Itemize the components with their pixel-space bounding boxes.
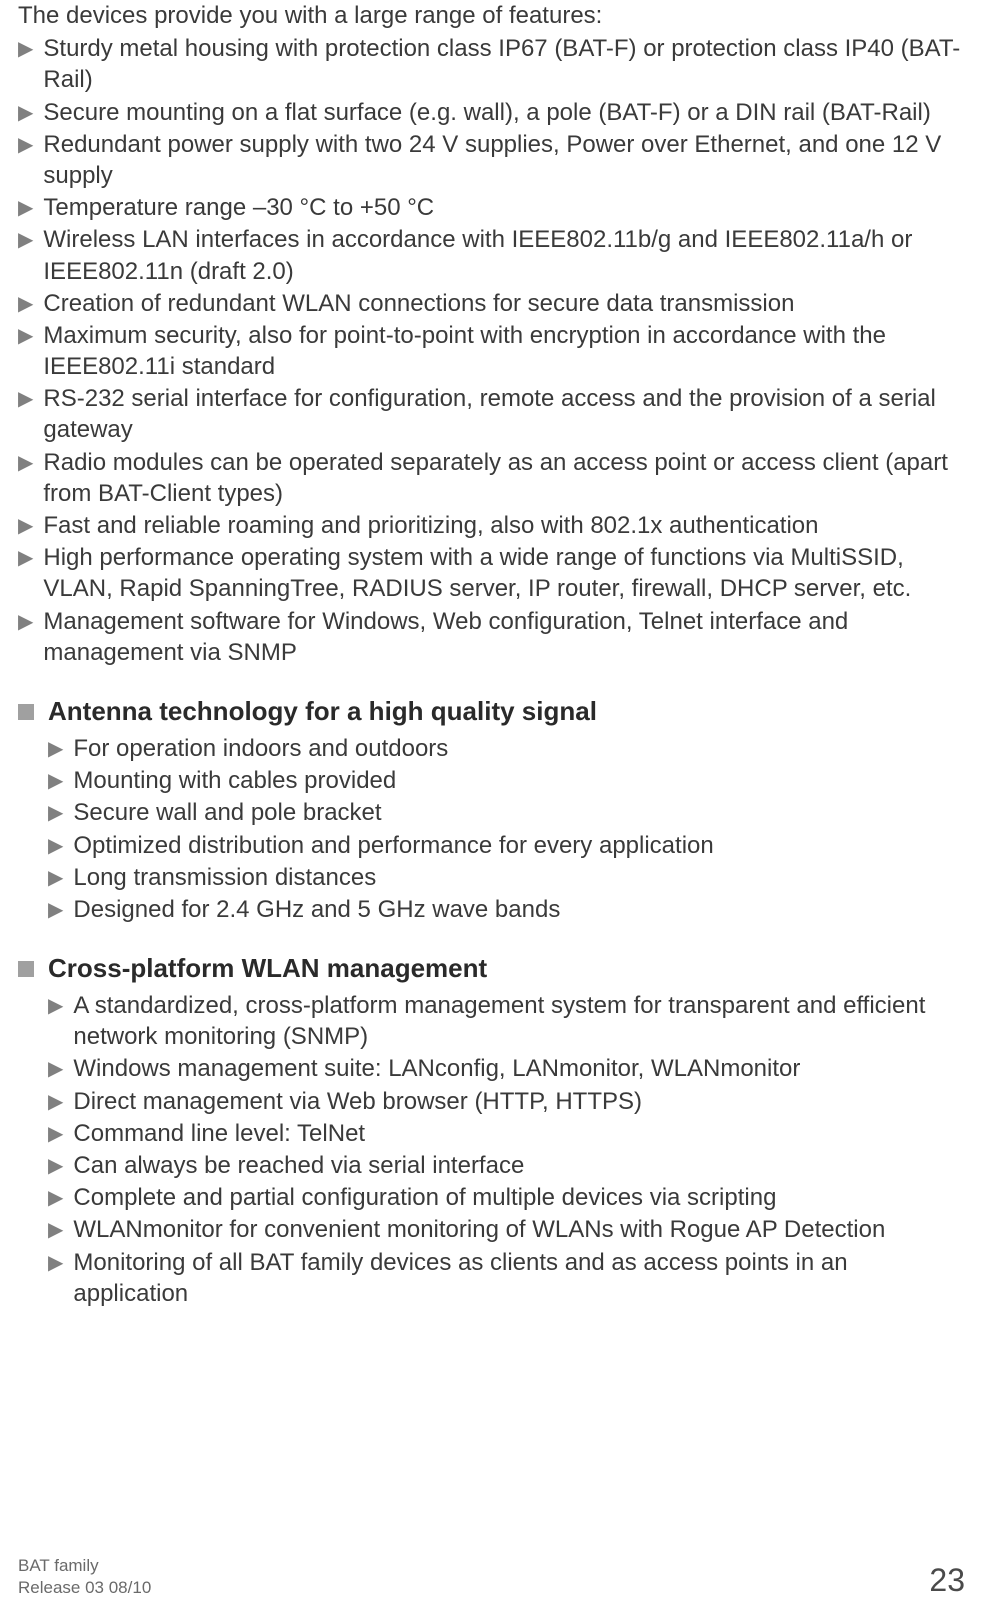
triangle-bullet-icon: ▶: [48, 1121, 63, 1147]
triangle-bullet-icon: ▶: [48, 1250, 63, 1276]
feature-item: ▶ Temperature range –30 °C to +50 °C: [18, 192, 965, 223]
triangle-bullet-icon: ▶: [48, 1185, 63, 1211]
page-number: 23: [929, 1562, 965, 1599]
feature-item: ▶ Management software for Windows, Web co…: [18, 606, 965, 668]
sub-item-text: Windows management suite: LANconfig, LAN…: [73, 1053, 965, 1084]
triangle-bullet-icon: ▶: [48, 800, 63, 826]
feature-text: RS-232 serial interface for configuratio…: [43, 383, 965, 445]
square-bullet-icon: [18, 704, 34, 720]
section: Cross-platform WLAN management ▶ A standar…: [18, 953, 965, 1309]
feature-item: ▶ Sturdy metal housing with protection cl…: [18, 33, 965, 95]
sub-item: ▶ WLANmonitor for convenient monitoring o…: [48, 1214, 965, 1245]
triangle-bullet-icon: ▶: [18, 609, 33, 635]
triangle-bullet-icon: ▶: [48, 897, 63, 923]
sub-item: ▶ Complete and partial configuration of m…: [48, 1182, 965, 1213]
sub-item-text: Optimized distribution and performance f…: [73, 830, 965, 861]
feature-text: Sturdy metal housing with protection cla…: [43, 33, 965, 95]
section-heading: Antenna technology for a high quality si…: [18, 696, 965, 727]
sub-item: ▶ Direct management via Web browser (HTTP…: [48, 1086, 965, 1117]
sub-item: ▶ For operation indoors and outdoors: [48, 733, 965, 764]
sub-item-text: Long transmission distances: [73, 862, 965, 893]
sub-item-text: A standardized, cross-platform managemen…: [73, 990, 965, 1052]
triangle-bullet-icon: ▶: [18, 36, 33, 62]
sub-item-text: Secure wall and pole bracket: [73, 797, 965, 828]
feature-text: Temperature range –30 °C to +50 °C: [43, 192, 965, 223]
sub-item-text: Designed for 2.4 GHz and 5 GHz wave band…: [73, 894, 965, 925]
triangle-bullet-icon: ▶: [48, 1089, 63, 1115]
feature-text: Redundant power supply with two 24 V sup…: [43, 129, 965, 191]
feature-item: ▶ Creation of redundant WLAN connections …: [18, 288, 965, 319]
feature-item: ▶ High performance operating system with …: [18, 542, 965, 604]
sub-item-text: Monitoring of all BAT family devices as …: [73, 1247, 965, 1309]
triangle-bullet-icon: ▶: [48, 833, 63, 859]
sub-item: ▶ Mounting with cables provided: [48, 765, 965, 796]
feature-text: Management software for Windows, Web con…: [43, 606, 965, 668]
footer-release: Release 03 08/10: [18, 1577, 151, 1599]
sub-item-text: Mounting with cables provided: [73, 765, 965, 796]
triangle-bullet-icon: ▶: [48, 1153, 63, 1179]
triangle-bullet-icon: ▶: [48, 1217, 63, 1243]
feature-text: High performance operating system with a…: [43, 542, 965, 604]
sub-list: ▶ For operation indoors and outdoors ▶ Moun…: [18, 733, 965, 925]
sub-item-text: Direct management via Web browser (HTTP,…: [73, 1086, 965, 1117]
triangle-bullet-icon: ▶: [18, 513, 33, 539]
sub-list: ▶ A standardized, cross-platform manageme…: [18, 990, 965, 1309]
feature-item: ▶ RS-232 serial interface for configurati…: [18, 383, 965, 445]
sub-item: ▶ Can always be reached via serial interf…: [48, 1150, 965, 1181]
triangle-bullet-icon: ▶: [18, 100, 33, 126]
triangle-bullet-icon: ▶: [18, 386, 33, 412]
sub-item: ▶ Monitoring of all BAT family devices as…: [48, 1247, 965, 1309]
page-footer: BAT family Release 03 08/10 23: [18, 1555, 965, 1599]
footer-left: BAT family Release 03 08/10: [18, 1555, 151, 1599]
sub-item-text: Command line level: TelNet: [73, 1118, 965, 1149]
feature-text: Creation of redundant WLAN connections f…: [43, 288, 965, 319]
sub-item: ▶ Designed for 2.4 GHz and 5 GHz wave ban…: [48, 894, 965, 925]
triangle-bullet-icon: ▶: [18, 291, 33, 317]
feature-text: Radio modules can be operated separately…: [43, 447, 965, 509]
triangle-bullet-icon: ▶: [48, 1056, 63, 1082]
sub-item: ▶ Long transmission distances: [48, 862, 965, 893]
feature-text: Secure mounting on a flat surface (e.g. …: [43, 97, 965, 128]
triangle-bullet-icon: ▶: [18, 323, 33, 349]
feature-list: ▶ Sturdy metal housing with protection cl…: [18, 33, 965, 668]
sub-item: ▶ Windows management suite: LANconfig, LA…: [48, 1053, 965, 1084]
triangle-bullet-icon: ▶: [18, 450, 33, 476]
triangle-bullet-icon: ▶: [48, 736, 63, 762]
sub-item: ▶ A standardized, cross-platform manageme…: [48, 990, 965, 1052]
feature-item: ▶ Radio modules can be operated separatel…: [18, 447, 965, 509]
sub-item-text: Complete and partial configuration of mu…: [73, 1182, 965, 1213]
section-heading: Cross-platform WLAN management: [18, 953, 965, 984]
footer-product: BAT family: [18, 1555, 151, 1577]
triangle-bullet-icon: ▶: [18, 227, 33, 253]
feature-item: ▶ Secure mounting on a flat surface (e.g.…: [18, 97, 965, 128]
sub-item-text: WLANmonitor for convenient monitoring of…: [73, 1214, 965, 1245]
sub-item: ▶ Command line level: TelNet: [48, 1118, 965, 1149]
sub-item-text: Can always be reached via serial interfa…: [73, 1150, 965, 1181]
triangle-bullet-icon: ▶: [18, 195, 33, 221]
feature-item: ▶ Maximum security, also for point-to-poi…: [18, 320, 965, 382]
feature-item: ▶ Redundant power supply with two 24 V su…: [18, 129, 965, 191]
sub-item: ▶ Secure wall and pole bracket: [48, 797, 965, 828]
triangle-bullet-icon: ▶: [48, 993, 63, 1019]
sub-item: ▶ Optimized distribution and performance …: [48, 830, 965, 861]
section: Antenna technology for a high quality si…: [18, 696, 965, 925]
square-bullet-icon: [18, 961, 34, 977]
feature-text: Maximum security, also for point-to-poin…: [43, 320, 965, 382]
section-title: Antenna technology for a high quality si…: [48, 696, 965, 727]
feature-item: ▶ Wireless LAN interfaces in accordance w…: [18, 224, 965, 286]
sub-item-text: For operation indoors and outdoors: [73, 733, 965, 764]
triangle-bullet-icon: ▶: [18, 545, 33, 571]
triangle-bullet-icon: ▶: [48, 768, 63, 794]
triangle-bullet-icon: ▶: [48, 865, 63, 891]
intro-text: The devices provide you with a large ran…: [18, 0, 965, 31]
section-title: Cross-platform WLAN management: [48, 953, 965, 984]
feature-text: Fast and reliable roaming and prioritizi…: [43, 510, 965, 541]
feature-text: Wireless LAN interfaces in accordance wi…: [43, 224, 965, 286]
feature-item: ▶ Fast and reliable roaming and prioritiz…: [18, 510, 965, 541]
triangle-bullet-icon: ▶: [18, 132, 33, 158]
